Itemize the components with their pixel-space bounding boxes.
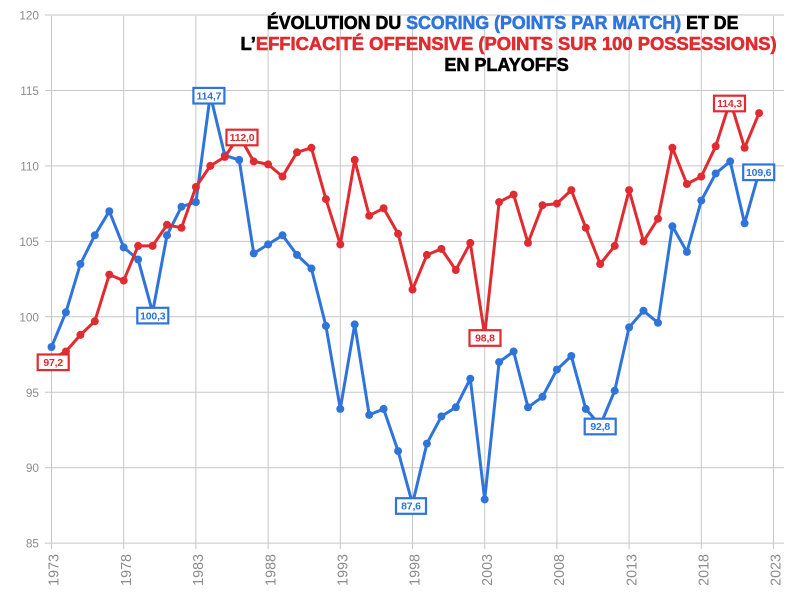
svg-text:115: 115 — [20, 84, 39, 98]
svg-text:114,7: 114,7 — [197, 90, 222, 102]
svg-text:120: 120 — [19, 9, 39, 23]
svg-text:2003: 2003 — [480, 554, 496, 586]
svg-text:2018: 2018 — [697, 554, 713, 586]
svg-text:1978: 1978 — [119, 554, 135, 586]
svg-text:87,6: 87,6 — [401, 501, 421, 513]
svg-text:1993: 1993 — [336, 554, 352, 586]
svg-text:2013: 2013 — [624, 554, 640, 586]
svg-text:1973: 1973 — [47, 554, 63, 586]
svg-text:100,3: 100,3 — [140, 310, 166, 322]
svg-text:105: 105 — [19, 235, 39, 249]
svg-text:95: 95 — [26, 386, 40, 400]
svg-text:98,8: 98,8 — [475, 333, 495, 345]
svg-text:1983: 1983 — [191, 554, 207, 586]
svg-text:112,0: 112,0 — [230, 132, 255, 144]
svg-text:109,6: 109,6 — [746, 167, 772, 179]
svg-text:90: 90 — [26, 461, 40, 475]
svg-text:1988: 1988 — [263, 554, 279, 586]
svg-text:100: 100 — [19, 310, 39, 324]
svg-text:1998: 1998 — [408, 554, 424, 586]
svg-text:97,2: 97,2 — [43, 357, 63, 369]
svg-text:85: 85 — [26, 537, 40, 551]
svg-text:2008: 2008 — [552, 554, 568, 586]
svg-text:110: 110 — [20, 159, 39, 173]
svg-text:2023: 2023 — [769, 554, 785, 586]
svg-text:114,3: 114,3 — [717, 98, 742, 110]
svg-text:92,8: 92,8 — [590, 421, 610, 433]
